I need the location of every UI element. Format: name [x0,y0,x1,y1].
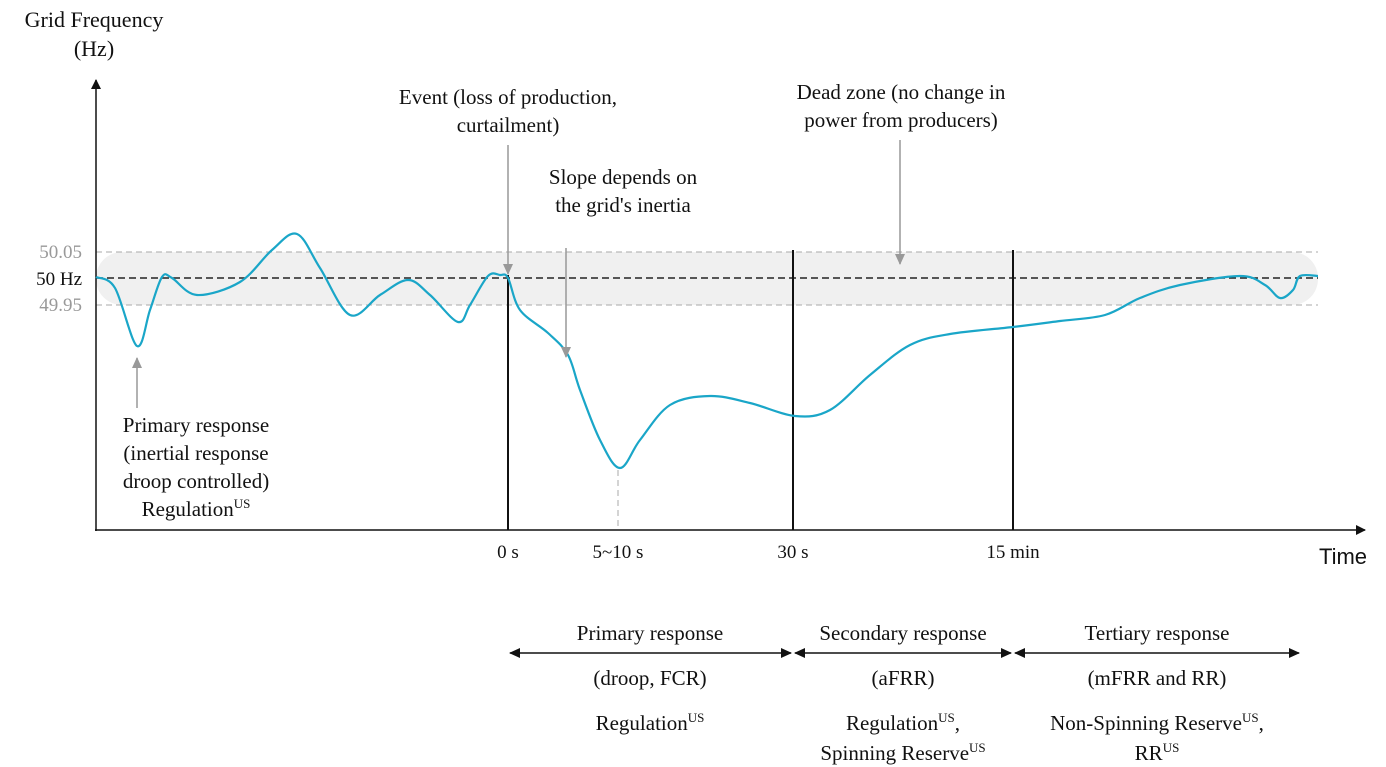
event-note: Event (loss of production, [399,85,617,109]
phase-label: (droop, FCR) [593,666,706,690]
dead-zone-note-text: Dead zone (no change in [797,80,1006,104]
phase-label: Primary response [577,621,723,645]
phase-label-sup: US [1163,740,1180,755]
slope-note: the grid's inertia [555,193,691,217]
phase-label-sup: US [969,740,986,755]
event-note-text: Event (loss of production, [399,85,617,109]
y-label: 50.05 [39,242,82,263]
y-axis-title: (Hz) [74,36,114,61]
y-axis-title: Grid Frequency [25,7,164,32]
phase-label: RRUS [1135,740,1180,765]
phase-label: Non-Spinning ReserveUS, [1050,710,1264,735]
phase-label-sup: US [1242,710,1259,725]
phase-label-tail: , [1259,711,1264,735]
primary-note-text: (inertial response [123,441,268,465]
phase-label-text: Spinning Reserve [820,741,969,765]
dead-zone-note-text: power from producers) [804,108,998,132]
x-label: 15 min [986,542,1040,563]
x-label: 30 s [777,542,808,563]
phase-label-text: Regulation [596,711,689,735]
phase-label: Tertiary response [1085,621,1230,645]
phase-label-sup: US [938,710,955,725]
phase-label-sup: US [688,710,705,725]
slope-note-text: the grid's inertia [555,193,691,217]
event-note: curtailment) [457,113,560,137]
phase-label-tail: , [955,711,960,735]
phase-label-text: (mFRR and RR) [1088,666,1227,690]
x-label: 0 s [497,542,519,563]
event-note-text: curtailment) [457,113,560,137]
primary-note-text: Regulation [142,497,235,521]
primary-note-sup: US [234,496,251,511]
phase-label-text: Non-Spinning Reserve [1050,711,1242,735]
primary-note: RegulationUS [142,496,251,521]
y-label: 49.95 [39,295,82,316]
slope-note-text: Slope depends on [549,165,698,189]
phase-label: RegulationUS, [846,710,960,735]
primary-note-text: droop controlled) [123,469,269,493]
primary-note: (inertial response [123,441,268,465]
phase-label-text: Primary response [577,621,723,645]
phase-label-text: Regulation [846,711,939,735]
phase-label: Secondary response [819,621,986,645]
frequency-curve [95,232,1319,470]
x-label: 5~10 s [593,542,644,563]
phase-label: (mFRR and RR) [1088,666,1227,690]
primary-note-text: Primary response [123,413,269,437]
primary-note: Primary response [123,413,269,437]
phase-label-text: (aFRR) [872,666,935,690]
slope-note: Slope depends on [549,165,698,189]
phase-label-text: Secondary response [819,621,986,645]
phase-label: Spinning ReserveUS [820,740,985,765]
x-axis-title: Time [1319,544,1367,569]
primary-note: droop controlled) [123,469,269,493]
y-label: 50 Hz [36,269,82,290]
phase-label: RegulationUS [596,710,705,735]
dead-zone-note: Dead zone (no change in [797,80,1006,104]
dead-zone-note: power from producers) [804,108,998,132]
phase-label-text: Tertiary response [1085,621,1230,645]
phase-label-text: (droop, FCR) [593,666,706,690]
phase-label-text: RR [1135,741,1163,765]
phase-label: (aFRR) [872,666,935,690]
